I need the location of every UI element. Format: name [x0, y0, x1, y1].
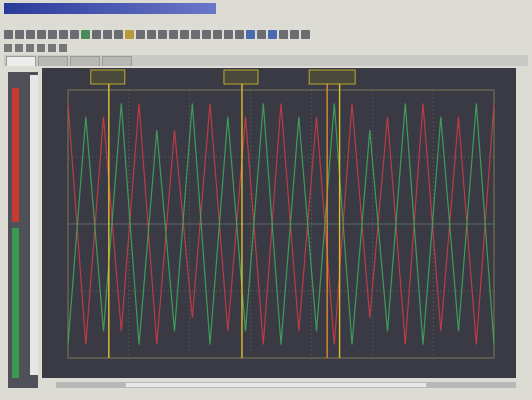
toolbar-button[interactable] [158, 29, 167, 39]
toolbar-button[interactable] [235, 29, 244, 39]
title-bar [4, 3, 216, 14]
run-icon[interactable] [81, 29, 90, 39]
secondary-toolbar [4, 42, 528, 54]
toolbar-button[interactable] [191, 29, 200, 39]
scrollbar-thumb[interactable] [126, 383, 426, 387]
open-folder-icon[interactable] [15, 29, 24, 39]
undo-icon[interactable] [70, 29, 79, 39]
toolbar-button[interactable] [15, 44, 23, 52]
settings-icon[interactable] [301, 29, 310, 39]
cursor-label-box-2 [223, 69, 259, 85]
toolbar-button[interactable] [180, 29, 189, 39]
toolbar-button[interactable] [224, 29, 233, 39]
tab-3[interactable] [70, 56, 100, 66]
channel-strip [30, 75, 38, 375]
save-icon[interactable] [26, 29, 35, 39]
level-bar-red [12, 88, 19, 222]
tab-1[interactable] [6, 56, 36, 66]
status-bar [4, 391, 528, 400]
toolbar-button[interactable] [213, 29, 222, 39]
cut-icon[interactable] [37, 29, 46, 39]
toolbar-button[interactable] [169, 29, 178, 39]
stop-icon[interactable] [92, 29, 101, 39]
waveform-plot[interactable] [42, 68, 516, 378]
toolbar-button[interactable] [202, 29, 211, 39]
cursor-label-box-1 [90, 69, 126, 85]
toolbar-button[interactable] [147, 29, 156, 39]
tab-strip [4, 55, 528, 66]
toolbar-button[interactable] [4, 44, 12, 52]
toolbar-button[interactable] [37, 44, 45, 52]
paste-icon[interactable] [59, 29, 68, 39]
series-line-2 [67, 103, 495, 345]
zoom-out-icon[interactable] [114, 29, 123, 39]
copy-icon[interactable] [48, 29, 57, 39]
toolbar-button[interactable] [48, 44, 56, 52]
toolbar-button[interactable] [279, 29, 288, 39]
horizontal-scrollbar[interactable] [56, 382, 516, 388]
toolbar-button[interactable] [246, 29, 255, 39]
toolbar-button[interactable] [257, 29, 266, 39]
new-file-icon[interactable] [4, 29, 13, 39]
tab-2[interactable] [38, 56, 68, 66]
cursor-icon[interactable] [125, 29, 134, 39]
toolbar-button[interactable] [290, 29, 299, 39]
level-bar-green [12, 228, 19, 378]
tab-4[interactable] [102, 56, 132, 66]
zoom-in-icon[interactable] [103, 29, 112, 39]
main-toolbar [4, 27, 528, 41]
toolbar-button[interactable] [26, 44, 34, 52]
menu-bar [4, 15, 528, 26]
toolbar-button[interactable] [59, 44, 67, 52]
series-line-1 [67, 103, 495, 345]
plot-area[interactable] [42, 68, 516, 378]
toolbar-button[interactable] [268, 29, 277, 39]
cursor-label-box-3 [308, 69, 356, 85]
toolbar-button[interactable] [136, 29, 145, 39]
